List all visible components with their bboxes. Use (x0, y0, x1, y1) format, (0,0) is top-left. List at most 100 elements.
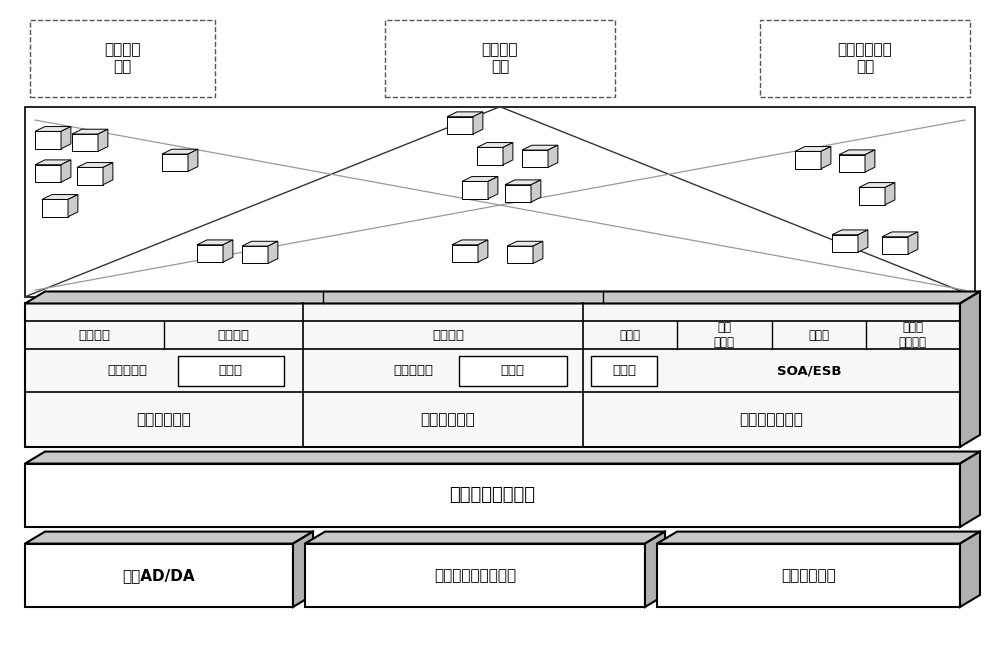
Polygon shape (531, 180, 541, 202)
Polygon shape (473, 112, 483, 134)
Polygon shape (35, 165, 61, 182)
Polygon shape (478, 240, 488, 262)
Text: 框架代理: 框架代理 (432, 329, 464, 342)
Text: 传感网络
应用: 传感网络 应用 (482, 42, 518, 75)
Text: 实时处理环境: 实时处理环境 (421, 412, 475, 427)
Bar (385, 20, 615, 97)
Polygon shape (533, 241, 543, 263)
Bar (591, 356, 657, 386)
Polygon shape (462, 177, 498, 181)
Polygon shape (882, 232, 918, 237)
Polygon shape (505, 180, 541, 185)
Text: 高速AD/DA: 高速AD/DA (123, 568, 195, 583)
Polygon shape (35, 127, 71, 131)
Polygon shape (462, 181, 488, 199)
Polygon shape (305, 532, 665, 544)
Polygon shape (197, 245, 223, 262)
Polygon shape (832, 230, 868, 235)
Polygon shape (61, 160, 71, 182)
Polygon shape (447, 112, 483, 117)
Text: 适配器: 适配器 (501, 364, 525, 378)
Text: 适配器: 适配器 (612, 364, 636, 378)
Polygon shape (25, 452, 980, 464)
Polygon shape (98, 129, 108, 151)
Text: 武器平台控制
应用: 武器平台控制 应用 (838, 42, 892, 75)
Bar (178, 356, 284, 386)
Polygon shape (25, 532, 313, 544)
Text: 中间件: 中间件 (620, 329, 641, 342)
Polygon shape (72, 129, 108, 134)
Polygon shape (960, 452, 980, 527)
Polygon shape (68, 195, 78, 217)
Bar (30, 20, 215, 97)
Bar (25, 544, 293, 607)
Polygon shape (882, 237, 908, 254)
Polygon shape (858, 230, 868, 252)
Text: 信息处理环境: 信息处理环境 (781, 568, 836, 583)
Polygon shape (268, 241, 278, 263)
Text: 核心框架: 核心框架 (78, 329, 110, 342)
Polygon shape (839, 150, 875, 155)
Text: 应用
管理器: 应用 管理器 (714, 321, 735, 349)
Polygon shape (522, 145, 558, 150)
Polygon shape (35, 131, 61, 149)
Polygon shape (503, 143, 513, 165)
Text: 基本服务: 基本服务 (218, 329, 250, 342)
Polygon shape (223, 240, 233, 262)
Polygon shape (645, 532, 665, 607)
Polygon shape (859, 187, 885, 205)
Polygon shape (477, 143, 513, 147)
Text: 轻量级
图形系统: 轻量级 图形系统 (899, 321, 927, 349)
Polygon shape (477, 147, 503, 165)
Polygon shape (865, 150, 875, 172)
Bar (760, 20, 970, 97)
Polygon shape (162, 154, 188, 171)
Polygon shape (293, 532, 313, 607)
Polygon shape (61, 127, 71, 149)
Polygon shape (452, 245, 478, 262)
Polygon shape (507, 246, 533, 263)
Polygon shape (77, 167, 103, 185)
Polygon shape (242, 241, 278, 246)
Bar (657, 544, 960, 607)
Text: 非实时处理环境: 非实时处理环境 (740, 412, 803, 427)
Text: 浏览器: 浏览器 (808, 329, 829, 342)
Text: 指挥控制
应用: 指挥控制 应用 (104, 42, 141, 75)
Text: 实时中间件: 实时中间件 (108, 364, 148, 378)
Polygon shape (960, 532, 980, 607)
Polygon shape (795, 151, 821, 169)
Polygon shape (242, 246, 268, 263)
Bar (25, 464, 960, 527)
Bar (305, 544, 645, 607)
Bar (25, 107, 975, 297)
Polygon shape (72, 134, 98, 151)
Polygon shape (447, 117, 473, 134)
Text: 实时中间件: 实时中间件 (393, 364, 433, 378)
Polygon shape (488, 177, 498, 199)
Polygon shape (548, 145, 558, 167)
Polygon shape (25, 291, 980, 303)
Text: 嵌入式信号处理环境: 嵌入式信号处理环境 (434, 568, 516, 583)
Polygon shape (795, 147, 831, 151)
Polygon shape (859, 183, 895, 187)
Polygon shape (162, 149, 198, 154)
Polygon shape (522, 150, 548, 167)
Text: 适配器: 适配器 (219, 364, 243, 378)
Bar (459, 356, 567, 386)
Polygon shape (197, 240, 233, 245)
Polygon shape (507, 241, 543, 246)
Polygon shape (960, 291, 980, 447)
Polygon shape (103, 163, 113, 185)
Polygon shape (42, 199, 68, 217)
Text: 实时处理环境: 实时处理环境 (137, 412, 191, 427)
Polygon shape (885, 183, 895, 205)
Polygon shape (505, 185, 531, 202)
Polygon shape (657, 532, 980, 544)
Polygon shape (452, 240, 488, 245)
Bar (25, 303, 960, 447)
Polygon shape (821, 147, 831, 169)
Polygon shape (77, 163, 113, 167)
Polygon shape (839, 155, 865, 172)
Polygon shape (42, 195, 78, 199)
Polygon shape (35, 160, 71, 165)
